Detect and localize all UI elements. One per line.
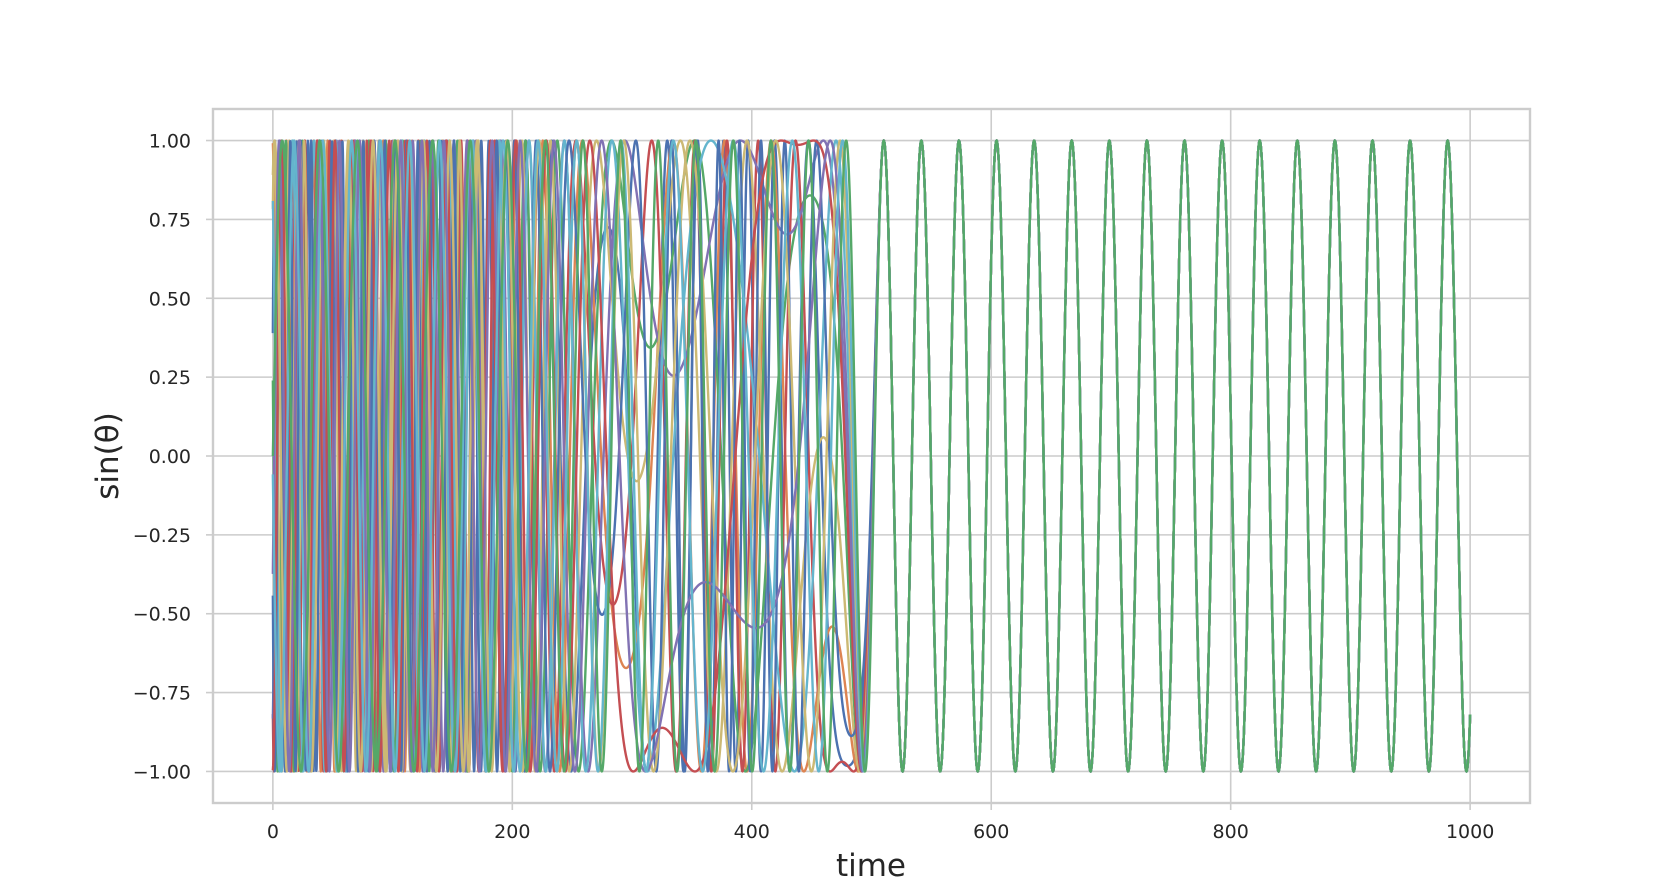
y-tick-label: 0.75 bbox=[149, 209, 191, 231]
y-tick-label: 0.50 bbox=[149, 288, 191, 310]
series-group bbox=[271, 139, 1472, 773]
y-tick-label: 0.00 bbox=[149, 446, 191, 468]
y-tick-label: −1.00 bbox=[133, 761, 191, 783]
x-tick-label: 800 bbox=[1213, 821, 1249, 843]
y-tick-label: 1.00 bbox=[149, 131, 191, 153]
x-tick-label: 0 bbox=[267, 821, 279, 843]
y-tick-label: −0.25 bbox=[133, 525, 191, 547]
y-tick-label: −0.50 bbox=[133, 604, 191, 626]
x-tick-label: 1000 bbox=[1446, 821, 1494, 843]
y-axis-label: sin(θ) bbox=[90, 412, 126, 500]
y-tick-label: −0.75 bbox=[133, 683, 191, 705]
y-tick-label: 0.25 bbox=[149, 367, 191, 389]
x-tick-label: 400 bbox=[734, 821, 770, 843]
ticks: 0 200 400 600 800 1000 1.00 0.75 0.50 0.25 0.00 −0.… bbox=[133, 131, 1495, 843]
x-tick-label: 600 bbox=[973, 821, 1009, 843]
x-axis-label: time bbox=[836, 848, 906, 884]
x-tick-label: 200 bbox=[494, 821, 530, 843]
series-line-13 bbox=[271, 139, 1472, 773]
